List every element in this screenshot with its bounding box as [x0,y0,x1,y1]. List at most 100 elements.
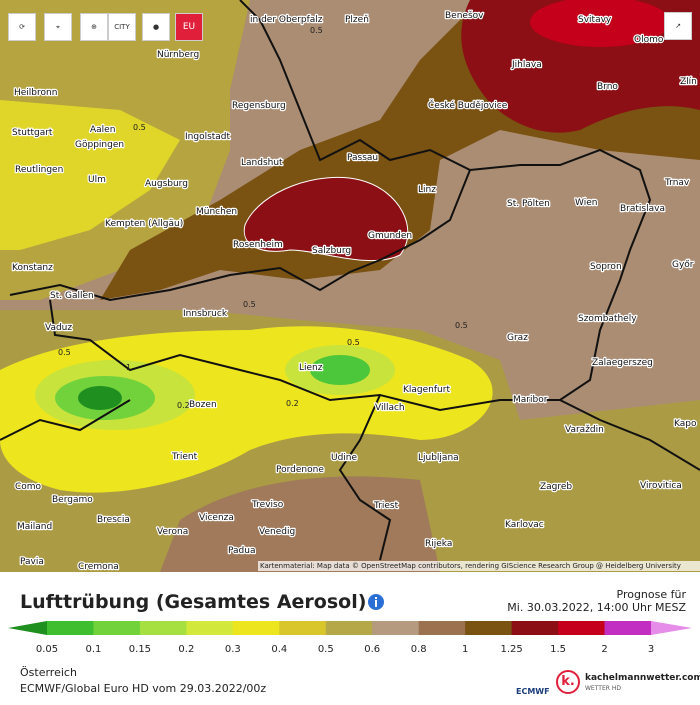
area [530,0,670,47]
city-label: Göppingen [75,140,124,150]
contour-label: 0.2 [286,399,299,408]
contour-label: 0.2 [177,401,190,410]
city-label: Vaduz [45,323,72,333]
city-label: Brescia [97,515,130,525]
city-label: Aalen [90,125,115,135]
city-label: Augsburg [145,179,188,189]
city-label: St. Gallen [50,291,94,301]
city-label: Kapo [674,419,697,429]
city-label: Sopron [590,262,622,272]
city-label: Padua [228,546,255,556]
contour-label: 0.5 [455,321,468,330]
contour-label: 0.5 [347,338,360,347]
legend-swatch [232,621,280,635]
contour-label: 0.5 [133,123,146,132]
title: Lufttrübung (Gesamtes Aerosol) [20,591,367,613]
legend: 0.05 0.1 0.15 0.2 0.3 0.4 0.5 0.6 0.8 1 1.25 1.5 2 3 [8,621,692,655]
legend-swatch [418,621,466,635]
city-label: Innsbruck [183,309,228,319]
city-label: Venedig [259,527,295,537]
legend-label: 0.1 [86,644,102,655]
borders [0,0,700,561]
city-label: Bozen [189,400,217,410]
legend-label: 0.2 [178,644,194,655]
legend-label: 0.5 [318,644,334,655]
city-label: Landshut [241,158,283,168]
area [160,476,440,572]
city-label: Heilbronn [14,88,57,98]
map[interactable]: in der Oberpfalz Plzeň Benešov Svitavy Olomo… [0,0,700,572]
city-label: Triest [373,501,399,511]
city-label: Pordenone [276,465,324,475]
city-label: Gmunden [368,231,412,241]
city-label: Virovitica [640,481,682,491]
legend-swatch [511,621,559,635]
city-label: St. Pölten [507,199,550,209]
contour-label: 0.5 [310,26,323,35]
legend-label: 3 [648,644,654,655]
location-button[interactable]: ⌖ [44,13,72,41]
marker-button[interactable]: ● [142,13,170,41]
city-label: Karlovac [505,520,544,530]
legend-swatch [93,621,141,635]
legend-label: 0.4 [271,644,287,655]
city-label: Bratislava [620,204,665,214]
legend-label: 2 [601,644,607,655]
forecast-label: Prognose für [616,588,687,601]
city-label: Vicenza [199,513,234,523]
site-logo: k. [556,670,580,694]
area [0,100,180,250]
reload-button[interactable]: ⟳ [8,13,36,41]
city-label: Kempten (Allgäu) [105,219,183,229]
share-button[interactable]: ↗ [664,12,692,40]
contour-label: 0.5 [243,300,256,309]
city-label: Szombathely [578,314,637,324]
zoom-button[interactable]: ⊕ [80,13,108,41]
contour-label: 0.5 [58,348,71,357]
area [310,355,370,385]
city-label: München [196,207,237,217]
city-label: Linz [418,185,436,195]
legend-swatch [8,621,47,635]
legend-label: 0.8 [411,644,427,655]
city-label: Zalaegerszeg [592,358,653,368]
city-label: Udine [331,453,358,463]
city-label: Verona [157,527,188,537]
city-label: Maribor [513,395,548,405]
contour-label: 1 [126,363,131,372]
forecast-time: Mi. 30.03.2022, 14:00 Uhr MESZ [507,601,686,614]
city-label: Zagreb [540,482,572,492]
legend-label: 0.15 [129,644,151,655]
legend-swatch [604,621,652,635]
city-label: Ljubljana [418,453,459,463]
city-label: Cremona [78,562,119,572]
city-label: Konstanz [12,263,53,273]
city-label: Svitavy [578,15,612,25]
city-label: Ingolstadt [185,132,231,142]
city-label: Rosenheim [233,240,283,250]
city-label: Bergamo [52,495,93,505]
site-tagline: WETTER HD [585,685,621,692]
city-label: Como [15,482,42,492]
ecmwf-logo: ECMWF [516,687,550,696]
legend-label: 1.5 [550,644,566,655]
city-label: Mailand [17,522,52,532]
region-button[interactable]: EU [175,13,203,41]
legend-swatch [325,621,373,635]
city-label: Pavia [20,557,44,567]
city-label: Jihlava [511,60,542,70]
city-label: Wien [575,198,597,208]
region: Österreich [20,666,77,679]
legend-swatch [186,621,234,635]
info-icon[interactable] [366,592,386,612]
city-label: Plzeň [345,14,369,25]
city-label: Treviso [251,500,284,510]
city-button[interactable]: CITY [108,13,136,41]
legend-label: 1 [462,644,468,655]
city-label: Trient [171,452,198,462]
city-label: Olomo [634,35,664,45]
legend-swatch [651,621,692,635]
city-label: Varaždin [565,425,604,435]
city-label: Graz [507,333,528,343]
city-label: Stuttgart [12,128,53,138]
